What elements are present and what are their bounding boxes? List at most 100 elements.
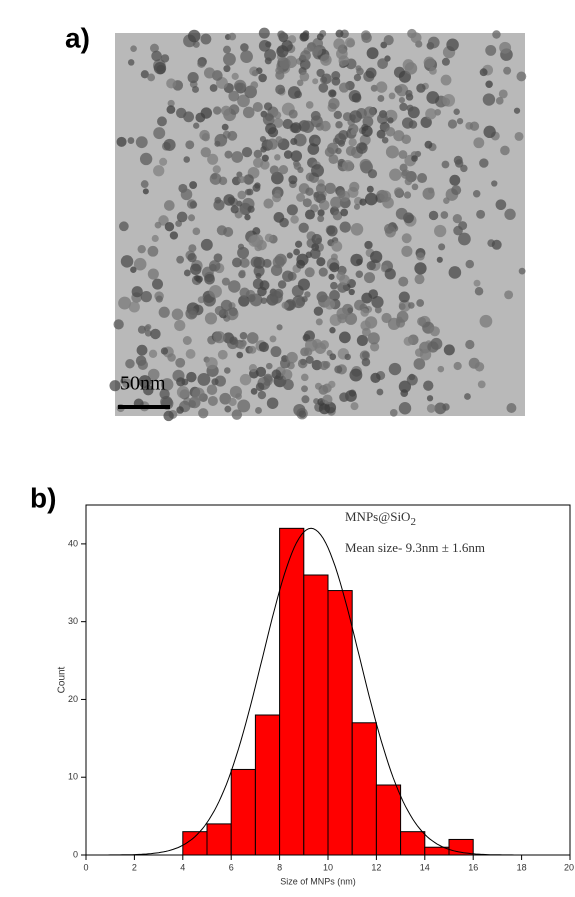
particle: [434, 402, 447, 415]
particle: [304, 338, 318, 352]
particle: [224, 367, 231, 374]
particle: [405, 89, 413, 97]
particle: [503, 66, 512, 75]
particle: [381, 136, 389, 144]
particle: [353, 203, 361, 210]
particle: [350, 402, 359, 411]
particle: [473, 279, 481, 287]
particle: [219, 392, 232, 405]
particle: [266, 397, 279, 409]
particle: [185, 140, 195, 150]
y-tick-label: 30: [68, 616, 78, 626]
bar: [351, 722, 377, 856]
particle: [257, 286, 267, 297]
particle: [301, 385, 308, 393]
particle: [355, 65, 362, 72]
particle: [318, 267, 328, 277]
particle: [491, 180, 498, 187]
particle: [340, 224, 348, 231]
particle: [483, 125, 496, 139]
particle: [296, 253, 309, 266]
particle: [311, 164, 324, 178]
particle: [319, 199, 330, 211]
particle: [222, 45, 231, 54]
particle: [192, 85, 199, 93]
particle: [244, 214, 251, 221]
particle: [350, 223, 364, 236]
particle: [324, 147, 335, 157]
particle: [200, 33, 212, 45]
particle: [331, 240, 343, 252]
particle: [321, 73, 332, 85]
particle: [384, 223, 394, 234]
particle: [290, 122, 302, 134]
particle: [319, 360, 329, 371]
particle: [175, 220, 182, 227]
particle: [140, 180, 149, 188]
particle: [144, 329, 152, 337]
annotation-text: MNPs@SiO: [345, 509, 410, 524]
particle: [225, 307, 239, 321]
particle: [286, 252, 293, 259]
particle: [255, 407, 262, 414]
particle: [195, 275, 203, 283]
particle: [377, 58, 388, 69]
particle: [368, 289, 379, 299]
particle: [176, 406, 184, 414]
particle: [482, 93, 496, 106]
particle: [299, 71, 310, 82]
particle: [282, 379, 294, 391]
particle: [213, 253, 223, 263]
particle: [447, 119, 458, 129]
particle: [408, 120, 418, 129]
particle: [188, 214, 196, 222]
particle: [434, 224, 447, 238]
particle: [296, 193, 305, 202]
particle: [247, 294, 256, 303]
particle: [166, 105, 176, 114]
particle: [351, 92, 362, 103]
particle: [275, 66, 283, 75]
histogram: 0 2 4 6 8 10 12 14 16 18 20 0 10 20 30 40 Size of MNPs (…: [57, 504, 574, 886]
particle: [125, 358, 135, 369]
particle: [479, 68, 488, 77]
y-tick-label: 0: [73, 849, 78, 859]
particle: [175, 357, 186, 368]
particle: [438, 243, 446, 251]
particle: [440, 211, 449, 219]
particle: [228, 90, 240, 102]
bar: [206, 823, 232, 856]
particle: [328, 380, 336, 389]
particle: [419, 349, 432, 361]
particle: [436, 256, 443, 263]
particle: [384, 268, 396, 280]
annotation: Mean size- 9.3nm ± 1.6nm: [345, 540, 485, 555]
particle: [441, 57, 450, 66]
particle: [176, 377, 186, 387]
particle: [251, 69, 259, 77]
particle: [316, 33, 324, 41]
particle: [127, 59, 135, 66]
particle: [275, 84, 286, 95]
particle: [338, 82, 350, 93]
particle: [403, 191, 412, 199]
particle: [228, 280, 241, 293]
particle: [361, 32, 372, 44]
particle: [187, 72, 199, 84]
particle: [271, 369, 282, 380]
particle: [148, 349, 158, 358]
particle: [410, 32, 422, 44]
particle: [473, 137, 485, 149]
bar: [375, 784, 402, 856]
particle: [216, 225, 227, 236]
particle: [298, 410, 307, 418]
particle: [318, 402, 331, 415]
particle: [152, 278, 164, 290]
particle: [312, 46, 323, 56]
particle: [456, 117, 464, 125]
particle: [348, 288, 355, 296]
particle: [258, 40, 271, 52]
particle: [213, 106, 222, 115]
particle: [465, 259, 475, 269]
particle: [347, 307, 354, 314]
